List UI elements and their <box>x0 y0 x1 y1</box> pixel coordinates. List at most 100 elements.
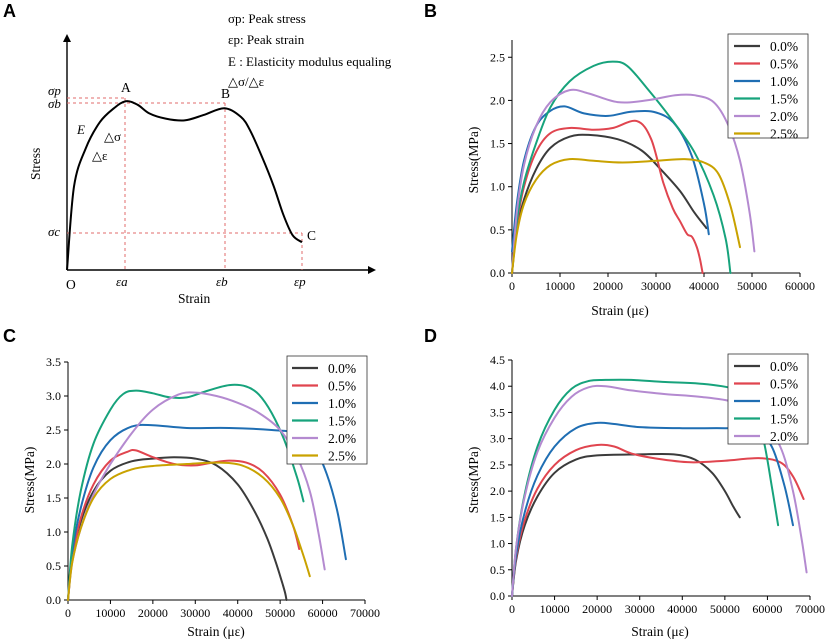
x-tick-label: 20000 <box>138 606 168 620</box>
legend-label: 0.0% <box>328 361 356 376</box>
y-tick-label: 0.0 <box>490 266 505 280</box>
x-tick-label: 30000 <box>625 602 655 616</box>
legend-label: 1.5% <box>770 412 798 427</box>
x-tick-label: 10000 <box>545 279 575 293</box>
x-tick-label: 60000 <box>752 602 782 616</box>
definition-line-2: εp: Peak strain <box>228 32 305 47</box>
legend-label: 1.5% <box>328 414 356 429</box>
x-tick-eps-b: εb <box>216 274 228 289</box>
series-line-0-5pct <box>511 119 704 274</box>
legend-box <box>727 353 809 445</box>
definition-line-4: △σ/△ε <box>228 74 265 89</box>
y-tick-label: 1.0 <box>490 537 505 551</box>
y-tick-sigma-b: σb <box>48 96 61 111</box>
series-line-2-0pct <box>67 391 326 601</box>
x-tick-label: 70000 <box>795 602 825 616</box>
y-tick-label: 3.5 <box>490 405 505 419</box>
legend-label: 2.0% <box>328 431 356 446</box>
x-tick-label: 70000 <box>350 606 380 620</box>
y-axis-label-d: Stress(MPa) <box>466 447 481 514</box>
plot-d: 0 10000 20000 30000 40000 50000 60000 70000 0.0 0… <box>490 353 825 616</box>
x-tick-label: 10000 <box>540 602 570 616</box>
y-tick-label: 1.5 <box>490 137 505 151</box>
panel-a: A O A B C σp σb σc εa εb εp Strain Stres… <box>3 1 392 306</box>
y-tick-label: 0.5 <box>46 559 61 573</box>
x-axis-label-d: Strain (με) <box>631 624 689 639</box>
series-line-2-0pct <box>511 384 808 597</box>
series-line-0-0pct <box>511 452 741 597</box>
series-line-1-5pct <box>511 60 732 274</box>
y-tick-sigma-c: σc <box>48 224 60 239</box>
panel-c: C 0 10000 20000 30000 40000 50000 60000 70000 0.… <box>3 326 380 639</box>
x-tick-label: 20000 <box>582 602 612 616</box>
y-tick-label: 2.0 <box>46 457 61 471</box>
x-tick-label: 40000 <box>223 606 253 620</box>
legend-box <box>727 33 809 139</box>
legend-label: 2.0% <box>770 109 798 124</box>
y-tick-label: 3.0 <box>46 389 61 403</box>
series-line-1-5pct <box>67 383 305 601</box>
series-line-0-0pct <box>511 133 708 274</box>
x-axis-label: Strain <box>178 291 210 306</box>
plot-b: 0 10000 20000 30000 40000 50000 60000 0.0 0.5 1.0… <box>490 40 815 293</box>
series-line-0-0pct <box>67 456 288 601</box>
legend-label: 0.5% <box>770 377 798 392</box>
point-label-c: C <box>307 228 316 243</box>
point-label-a: A <box>121 80 131 95</box>
y-tick-label: 0.5 <box>490 563 505 577</box>
legend-box <box>286 355 368 465</box>
series-line-2-0pct <box>511 88 756 274</box>
y-tick-label: 2.5 <box>490 458 505 472</box>
y-tick-label: 4.0 <box>490 379 505 393</box>
x-axis-label-b: Strain (με) <box>591 303 649 318</box>
series-line-2-5pct <box>67 461 311 601</box>
y-tick-label: 3.0 <box>490 432 505 446</box>
legend-label: 2.5% <box>328 449 356 464</box>
x-tick-eps-a: εa <box>116 274 128 289</box>
x-tick-label: 30000 <box>641 279 671 293</box>
legend-label: 1.0% <box>328 396 356 411</box>
x-tick-label: 10000 <box>95 606 125 620</box>
series-line-2-5pct <box>511 157 741 274</box>
x-tick-label: 50000 <box>265 606 295 620</box>
y-tick-label: 3.5 <box>46 355 61 369</box>
y-tick-sigma-p: σp <box>48 83 61 98</box>
legend-label: 1.5% <box>770 92 798 107</box>
y-tick-label: 0.5 <box>490 223 505 237</box>
series-line-0-5pct <box>511 443 805 597</box>
panel-b: B 0 10000 20000 30000 40000 50000 60000 0.0 0.5 1… <box>424 1 815 318</box>
panel-label-d: D <box>424 326 437 346</box>
y-tick-label: 1.5 <box>46 491 61 505</box>
guide-lines <box>67 97 303 270</box>
panel-label-c: C <box>3 326 16 346</box>
y-tick-label: 2.0 <box>490 93 505 107</box>
x-tick-label: 60000 <box>308 606 338 620</box>
y-axis-arrow-icon <box>63 34 71 42</box>
x-tick-label: 50000 <box>737 279 767 293</box>
x-tick-label: 40000 <box>689 279 719 293</box>
annotation-delta-sigma: △σ <box>104 129 121 144</box>
y-tick-label: 2.5 <box>490 50 505 64</box>
x-tick-label: 50000 <box>710 602 740 616</box>
x-tick-label: 0 <box>65 606 71 620</box>
panel-label-b: B <box>424 1 437 21</box>
x-tick-eps-p: εp <box>294 274 306 289</box>
y-axis-label-b: Stress(MPa) <box>466 127 481 194</box>
legend-c: 0.0% 0.5% 1.0% 1.5% 2.0% 2.5% <box>286 355 368 465</box>
legend-label: 2.0% <box>770 429 798 444</box>
y-tick-label: 2.5 <box>46 423 61 437</box>
panel-d: D 0 10000 20000 30000 40000 50000 60000 70000 0.… <box>424 326 825 639</box>
legend-b: 0.0% 0.5% 1.0% 1.5% 2.0% 2.5% <box>727 33 809 142</box>
definition-line-1: σp: Peak stress <box>228 11 306 26</box>
y-tick-label: 4.5 <box>490 353 505 367</box>
legend-label: 0.5% <box>328 379 356 394</box>
x-axis-label-c: Strain (με) <box>187 624 245 639</box>
x-tick-label: 40000 <box>667 602 697 616</box>
annotation-e: E <box>76 122 85 137</box>
series-line-1-0pct <box>511 421 794 597</box>
y-axis-label: Stress <box>28 148 43 180</box>
legend-label: 1.0% <box>770 74 798 89</box>
x-axis-arrow-icon <box>368 266 376 274</box>
schematic-curve <box>66 100 303 271</box>
